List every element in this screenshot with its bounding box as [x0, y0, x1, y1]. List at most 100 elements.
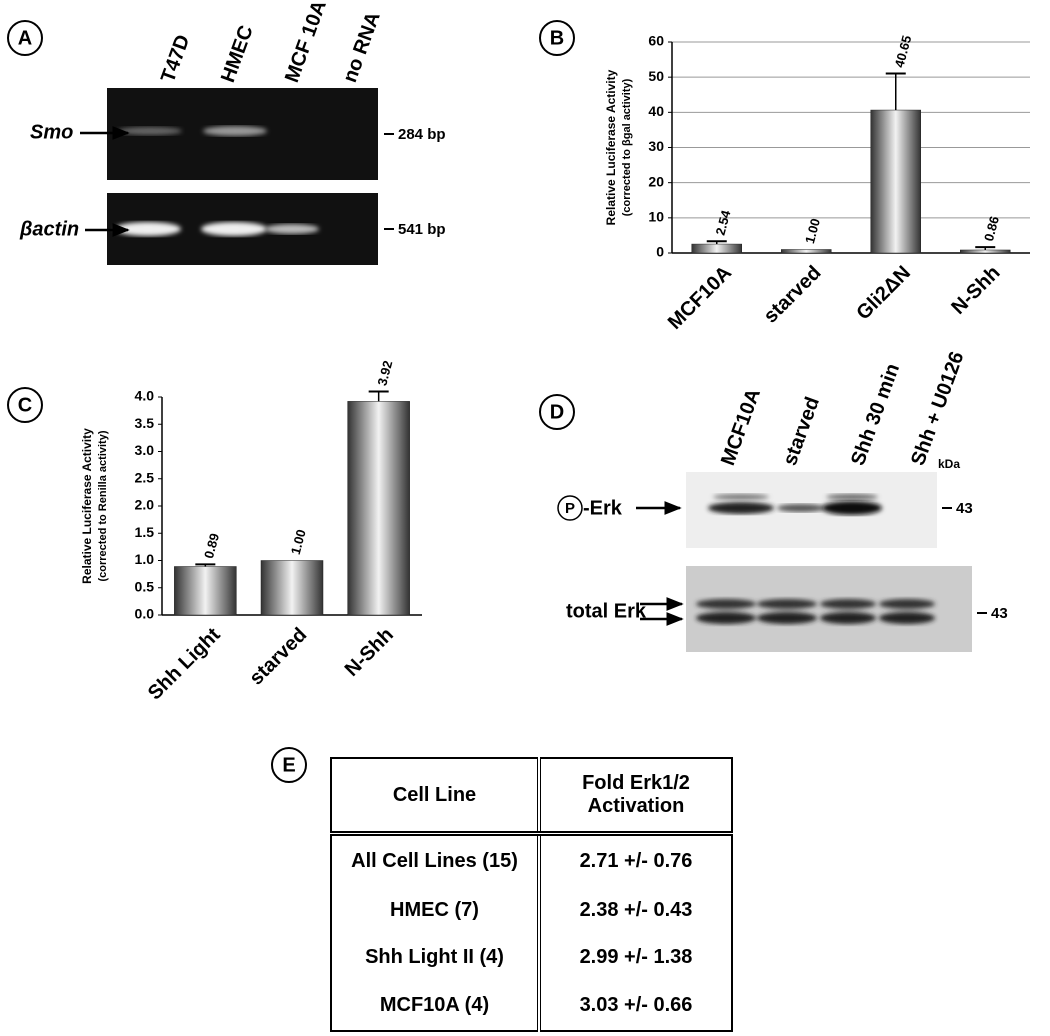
cell: All Cell Lines (15): [331, 833, 541, 887]
table-row: HMEC (7) 2.38 +/- 0.43: [331, 886, 732, 934]
blot: [686, 566, 972, 652]
panel-circle: [539, 394, 575, 430]
y-tick-label: 0: [656, 244, 664, 260]
bar: [781, 249, 832, 254]
y-tick-label: 2.5: [135, 469, 155, 485]
y-tick-label: 20: [648, 173, 664, 189]
phospho-mark: P: [565, 500, 575, 517]
band: [265, 224, 319, 234]
lane-label: T47D: [157, 32, 194, 85]
band: [822, 501, 882, 515]
bar: [960, 249, 1011, 254]
panel-circle: [7, 20, 43, 56]
value-label: 1.00: [802, 217, 823, 245]
bar: [691, 243, 742, 254]
x-tick-label: starved: [760, 262, 826, 328]
x-tick-label: starved: [245, 624, 311, 690]
panel-circle: [539, 20, 575, 56]
band: [826, 494, 878, 500]
table-row: Shh Light II (4) 2.99 +/- 1.38: [331, 933, 732, 982]
bar: [347, 401, 410, 616]
bar: [870, 109, 921, 254]
y-tick-label: 4.0: [135, 388, 155, 404]
panel-d: D MCF10A starved Shh 30 min Shh + U0126 …: [539, 349, 1008, 652]
size-label: 43: [991, 605, 1008, 622]
gene-label: Smo: [30, 121, 73, 143]
row-label: -Erk: [583, 497, 623, 519]
phospho-circle: [557, 495, 583, 521]
x-tick-label: N-Shh: [341, 624, 398, 681]
x-tick-label: N-Shh: [947, 262, 1004, 319]
size-label: 43: [956, 500, 973, 517]
band: [115, 222, 181, 236]
y-tick-label: 1.5: [135, 524, 155, 540]
y-tick-label: 1.0: [135, 551, 155, 567]
cell: 3.03 +/- 0.66: [579, 994, 693, 1017]
cell: 2.38 +/- 0.43: [579, 898, 693, 921]
value-label: 2.54: [712, 208, 733, 237]
value-label: 1.00: [288, 528, 309, 556]
band: [708, 502, 774, 514]
cell: 2.99 +/- 1.38: [579, 946, 693, 969]
lane-label: Shh 30 min: [847, 361, 904, 469]
table-row: MCF10A (4) 3.03 +/- 0.66: [331, 981, 732, 1031]
x-tick-label: MCF10A: [664, 262, 736, 334]
panel-letter: A: [18, 27, 32, 49]
size-label: 284 bp: [398, 126, 446, 143]
cell: MCF10A (4): [331, 981, 541, 1031]
panel-letter: E: [282, 754, 295, 776]
x-tick-label: Shh Light: [144, 623, 225, 704]
gene-label: βactin: [19, 218, 79, 240]
cell: Shh Light II (4): [331, 933, 541, 982]
lane-label: MCF 10A: [281, 0, 331, 86]
y-tick-label: 0.5: [135, 578, 155, 594]
cell: HMEC (7): [331, 886, 541, 934]
band: [203, 126, 267, 136]
lane-label: Shh + U0126: [907, 349, 969, 469]
y-tick-label: 40: [648, 103, 664, 119]
lane-label: HMEC: [217, 23, 258, 86]
panel-a: A T47D HMEC MCF 10A no RNA Smo βactin 28…: [7, 0, 446, 265]
unit-label: kDa: [938, 457, 960, 471]
header-cell: Cell Line: [331, 758, 541, 836]
lane-label: MCF10A: [717, 386, 765, 469]
y-tick-label: 10: [648, 209, 664, 225]
value-label: 3.92: [374, 359, 395, 387]
table-row: All Cell Lines (15) 2.71 +/- 0.76: [331, 833, 732, 887]
band-group: [696, 599, 935, 624]
header-cell: Fold Erk1/2 Activation: [539, 758, 732, 836]
band: [201, 222, 267, 236]
y-axis-label: Relative Luciferase Activity: [80, 428, 94, 584]
value-label: 0.86: [981, 214, 1002, 242]
row-label: total Erk: [566, 600, 647, 622]
y-tick-label: 50: [648, 68, 664, 84]
panel-letter: C: [18, 394, 32, 416]
y-axis-sublabel: (corrected to βgal activity): [621, 78, 633, 216]
panel-letter: B: [550, 27, 564, 49]
y-axis-label: Relative Luciferase Activity: [604, 69, 618, 225]
panel-letter: D: [550, 401, 564, 423]
value-label: 0.89: [201, 532, 222, 560]
band: [713, 494, 769, 500]
lane-label: no RNA: [339, 9, 385, 85]
y-tick-label: 30: [648, 138, 664, 154]
y-axis-sublabel: (corrected to Renilla activity): [97, 430, 109, 581]
panel-circle: [7, 387, 43, 423]
y-tick-label: 3.0: [135, 442, 155, 458]
y-tick-label: 60: [648, 33, 664, 49]
bar: [174, 566, 237, 616]
summary-table: Cell Line Fold Erk1/2 Activation All Cell…: [330, 757, 733, 1032]
band: [777, 504, 825, 512]
x-tick-label: Gli2ΔN: [852, 262, 915, 325]
band: [118, 127, 182, 135]
y-tick-label: 0.0: [135, 606, 155, 622]
lane-label: starved: [779, 394, 824, 468]
table-header: Cell Line Fold Erk1/2 Activation: [331, 758, 732, 836]
panel-circle: [271, 747, 307, 783]
y-tick-label: 3.5: [135, 415, 155, 431]
cell: 2.71 +/- 0.76: [579, 849, 693, 872]
size-label: 541 bp: [398, 221, 446, 238]
y-tick-label: 2.0: [135, 497, 155, 513]
